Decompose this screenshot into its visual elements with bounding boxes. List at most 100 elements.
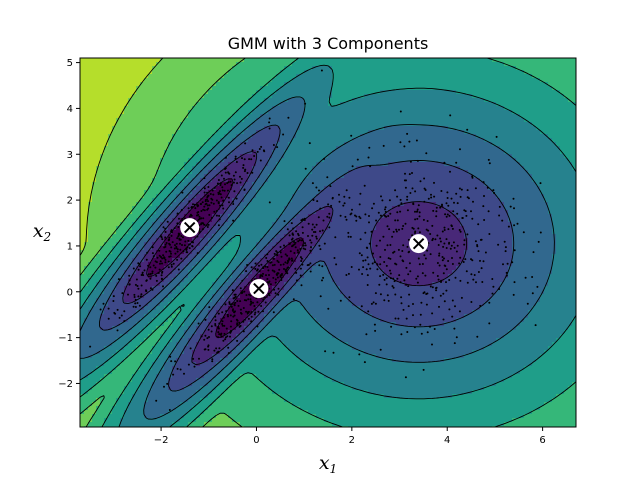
contour-cell (428, 170, 433, 175)
contour-cell (80, 78, 85, 83)
contour-cell (248, 94, 253, 99)
contour-cell (448, 190, 453, 195)
contour-cell (404, 162, 409, 167)
contour-cell (200, 166, 205, 171)
contour-cell (536, 74, 541, 79)
contour-cell (80, 158, 85, 163)
contour-cell (368, 206, 373, 211)
contour-cell (100, 202, 105, 207)
contour-cell (376, 110, 381, 115)
contour-cell (284, 206, 289, 211)
contour-cell (452, 78, 457, 83)
contour-cell (228, 210, 233, 215)
contour-cell (564, 214, 569, 219)
contour-cell (224, 126, 229, 131)
contour-cell (460, 190, 465, 195)
contour-cell (364, 206, 369, 211)
contour-cell (420, 210, 425, 215)
contour-cell (268, 98, 273, 103)
contour-cell (192, 130, 197, 135)
contour-cell (308, 174, 313, 179)
contour-cell (400, 182, 405, 187)
contour-cell (556, 142, 561, 147)
contour-cell (400, 130, 405, 135)
contour-cell (340, 118, 345, 123)
contour-cell (168, 158, 173, 163)
contour-cell (128, 138, 133, 143)
contour-cell (480, 118, 485, 123)
contour-cell (284, 114, 289, 119)
contour-cell (204, 114, 209, 119)
contour-cell (396, 98, 401, 103)
contour-cell (248, 194, 253, 199)
contour-cell (168, 70, 173, 75)
contour-cell (392, 90, 397, 95)
contour-cell (172, 106, 177, 111)
contour-cell (136, 206, 141, 211)
contour-cell (492, 162, 497, 167)
contour-cell (100, 58, 105, 63)
contour-cell (388, 66, 393, 71)
contour-cell (520, 114, 525, 119)
contour-cell (252, 102, 257, 107)
contour-cell (280, 122, 285, 127)
contour-cell (148, 158, 153, 163)
contour-cell (144, 210, 149, 215)
contour-cell (476, 214, 481, 219)
contour-cell (300, 206, 305, 211)
contour-cell (208, 98, 213, 103)
contour-cell (92, 78, 97, 83)
contour-cell (476, 94, 481, 99)
contour-cell (340, 154, 345, 159)
contour-cell (172, 70, 177, 75)
contour-cell (248, 90, 253, 95)
contour-cell (112, 78, 117, 83)
contour-cell (440, 150, 445, 155)
contour-cell (468, 78, 473, 83)
contour-cell (348, 194, 353, 199)
contour-cell (184, 86, 189, 91)
contour-cell (92, 94, 97, 99)
contour-cell (436, 178, 441, 183)
contour-cell (332, 182, 337, 187)
contour-cell (328, 214, 333, 219)
contour-cell (556, 214, 561, 219)
contour-cell (288, 118, 293, 123)
contour-cell (280, 110, 285, 115)
contour-cell (184, 190, 189, 195)
contour-cell (512, 186, 517, 191)
contour-cell (536, 166, 541, 171)
contour-cell (180, 150, 185, 155)
contour-cell (572, 214, 576, 219)
contour-cell (276, 202, 281, 207)
contour-cell (552, 110, 557, 115)
contour-cell (308, 206, 313, 211)
contour-cell (88, 150, 93, 155)
contour-cell (556, 134, 561, 139)
contour-cell (416, 94, 421, 99)
contour-cell (232, 122, 237, 127)
contour-cell (92, 142, 97, 147)
contour-cell (80, 186, 85, 191)
contour-cell (548, 150, 553, 155)
contour-cell (176, 62, 181, 67)
contour-cell (200, 62, 205, 67)
contour-cell (292, 58, 297, 63)
contour-cell (272, 70, 277, 75)
contour-cell (348, 146, 353, 151)
contour-cell (256, 166, 261, 171)
contour-cell (568, 122, 573, 127)
contour-cell (328, 198, 333, 203)
contour-cell (352, 98, 357, 103)
contour-cell (504, 162, 509, 167)
contour-cell (248, 190, 253, 195)
contour-cell (164, 134, 169, 139)
contour-cell (328, 162, 333, 167)
contour-cell (516, 170, 521, 175)
contour-cell (332, 114, 337, 119)
contour-cell (480, 58, 485, 63)
contour-cell (260, 78, 265, 83)
contour-cell (336, 206, 341, 211)
contour-cell (300, 78, 305, 83)
contour-cell (312, 82, 317, 87)
